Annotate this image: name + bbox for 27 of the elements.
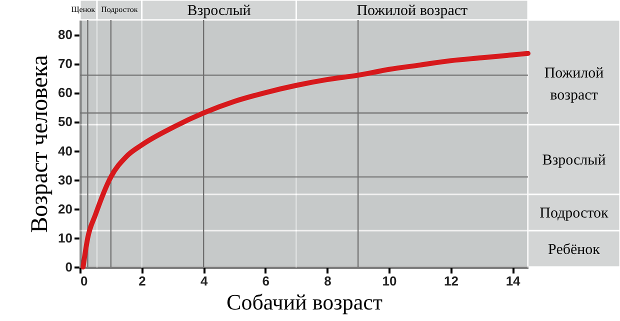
x-tick-label: 6 bbox=[262, 274, 270, 288]
y-tick-label: 40 bbox=[58, 143, 72, 158]
band-label: Пожилой возраст bbox=[544, 65, 604, 104]
band-label: Подросток bbox=[101, 5, 138, 14]
y-tick-label: 10 bbox=[58, 230, 72, 246]
x-tick-label: 2 bbox=[138, 274, 146, 288]
y-tick-label: 20 bbox=[58, 201, 72, 216]
x-tick-label: 8 bbox=[324, 274, 332, 288]
x-tick-label: 4 bbox=[200, 274, 208, 288]
band-label: Щенок bbox=[71, 5, 96, 14]
x-tick-label: 12 bbox=[444, 274, 458, 288]
y-tick-label: 60 bbox=[58, 85, 72, 100]
y-axis-title: Возраст человека bbox=[27, 54, 54, 233]
band-label: Подросток bbox=[540, 206, 610, 222]
x-tick-label: 0 bbox=[80, 274, 88, 288]
y-tick-label: 80 bbox=[58, 27, 72, 42]
x-tick-label: 10 bbox=[382, 274, 397, 288]
band-label: Ребёнок bbox=[548, 242, 601, 258]
band-label: Пожилой возраст bbox=[356, 3, 468, 19]
y-tick-label: 0 bbox=[65, 260, 72, 274]
y-tick-label: 30 bbox=[58, 172, 72, 188]
band-label: Взрослый bbox=[542, 152, 606, 168]
x-axis-title: Собачий возраст bbox=[226, 290, 383, 314]
x-tick-label: 14 bbox=[506, 274, 522, 288]
y-tick-label: 70 bbox=[58, 56, 72, 72]
band-label: Взрослый bbox=[187, 3, 251, 19]
y-tick-label: 50 bbox=[58, 114, 72, 130]
